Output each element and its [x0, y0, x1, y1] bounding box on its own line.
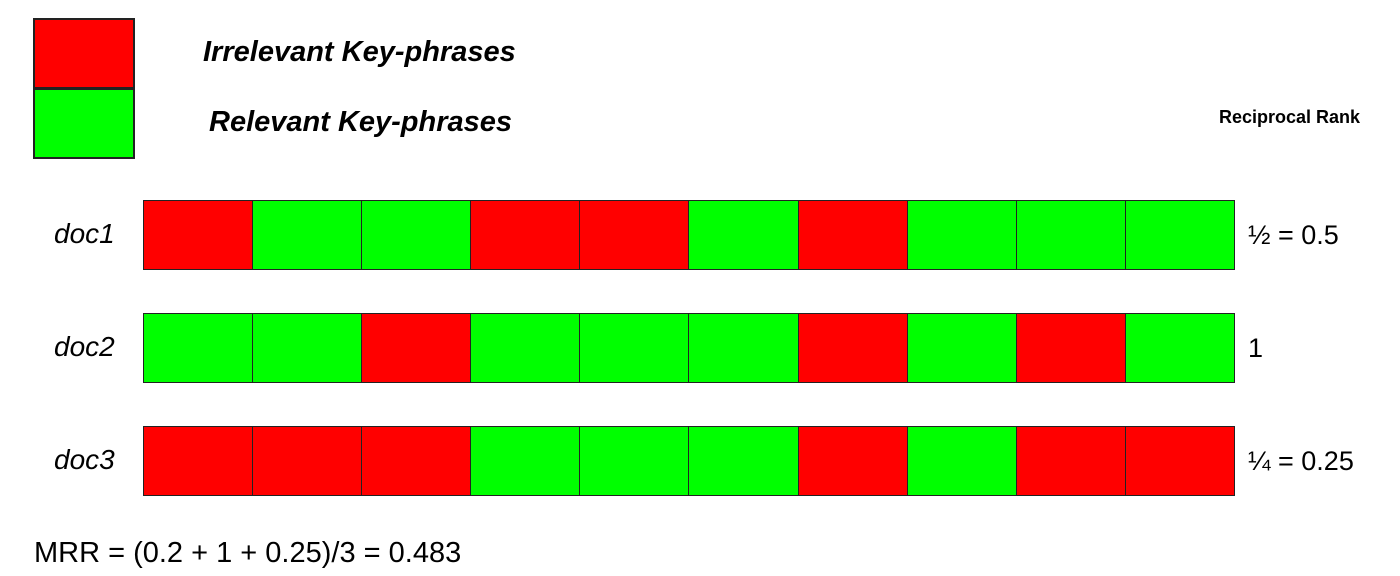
relevant-keyphrase-cell: [688, 313, 799, 383]
irrelevant-keyphrase-cell: [579, 200, 690, 270]
doc-row: doc1 ½ = 0.5: [0, 200, 1400, 270]
relevant-keyphrase-cell: [1015, 200, 1126, 270]
reciprocal-rank-value: 1: [1248, 333, 1264, 363]
doc-row: doc3 ¼ = 0.25: [0, 426, 1400, 496]
doc-label: doc1: [54, 218, 115, 249]
irrelevant-keyphrase-cell: [361, 426, 472, 496]
legend-label-relevant: Relevant Key-phrases: [209, 106, 513, 138]
irrelevant-keyphrase-cell: [143, 200, 254, 270]
keyphrase-strip: [143, 200, 1235, 270]
irrelevant-keyphrase-cell: [252, 426, 363, 496]
legend-label-irrelevant: Irrelevant Key-phrases: [203, 36, 516, 68]
relevant-keyphrase-cell: [143, 313, 254, 383]
relevant-keyphrase-cell: [470, 313, 581, 383]
legend-swatch-relevant: [33, 88, 135, 159]
relevant-keyphrase-cell: [1124, 313, 1235, 383]
keyphrase-strip: [143, 313, 1235, 383]
relevant-keyphrase-cell: [906, 200, 1017, 270]
relevant-keyphrase-cell: [688, 200, 799, 270]
irrelevant-keyphrase-cell: [143, 426, 254, 496]
doc-label: doc2: [54, 331, 115, 362]
irrelevant-keyphrase-cell: [1015, 426, 1126, 496]
legend-swatch-irrelevant: [33, 18, 135, 89]
keyphrase-strip: [143, 426, 1235, 496]
relevant-keyphrase-cell: [906, 426, 1017, 496]
irrelevant-keyphrase-cell: [797, 313, 908, 383]
reciprocal-rank-value: ¼ = 0.25: [1248, 446, 1354, 476]
relevant-keyphrase-cell: [470, 426, 581, 496]
relevant-keyphrase-cell: [906, 313, 1017, 383]
relevant-keyphrase-cell: [579, 313, 690, 383]
relevant-keyphrase-cell: [1124, 200, 1235, 270]
irrelevant-keyphrase-cell: [797, 426, 908, 496]
relevant-keyphrase-cell: [361, 200, 472, 270]
relevant-keyphrase-cell: [579, 426, 690, 496]
irrelevant-keyphrase-cell: [797, 200, 908, 270]
irrelevant-keyphrase-cell: [361, 313, 472, 383]
irrelevant-keyphrase-cell: [1015, 313, 1126, 383]
doc-label: doc3: [54, 444, 115, 475]
relevant-keyphrase-cell: [252, 200, 363, 270]
irrelevant-keyphrase-cell: [1124, 426, 1235, 496]
mrr-formula: MRR = (0.2 + 1 + 0.25)/3 = 0.483: [34, 537, 462, 569]
reciprocal-rank-value: ½ = 0.5: [1248, 220, 1339, 250]
irrelevant-keyphrase-cell: [470, 200, 581, 270]
relevant-keyphrase-cell: [252, 313, 363, 383]
relevant-keyphrase-cell: [688, 426, 799, 496]
doc-row: doc2 1: [0, 313, 1400, 383]
reciprocal-rank-header: Reciprocal Rank: [1219, 107, 1361, 127]
